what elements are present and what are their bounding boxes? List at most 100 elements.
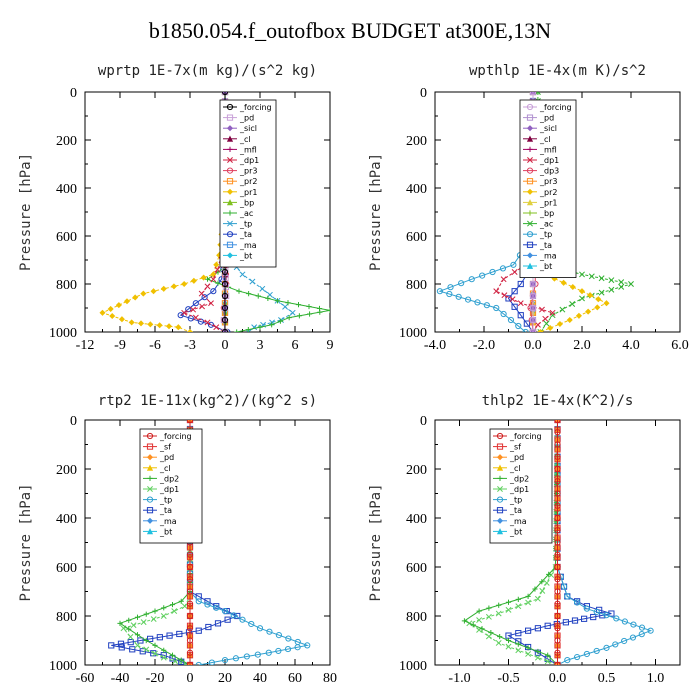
legend-label: _tp (239, 220, 252, 229)
data-point (455, 293, 462, 300)
y-tick-label: 1000 (399, 326, 427, 341)
data-point (554, 465, 561, 473)
data-point (603, 612, 610, 619)
legend-marker (146, 507, 154, 514)
data-point (500, 310, 507, 318)
data-point (221, 608, 229, 615)
data-point (569, 301, 576, 307)
y-axis-label: Pressure [hPa] (18, 153, 34, 271)
series-tp (554, 420, 654, 665)
data-point (594, 304, 601, 311)
data-point (137, 320, 145, 327)
data-point (546, 571, 552, 577)
series-line (557, 420, 653, 665)
data-point (554, 649, 561, 656)
data-point (239, 271, 246, 278)
data-point (564, 657, 571, 664)
x-tick-label: 0 (222, 338, 229, 353)
data-point (535, 648, 541, 655)
legend-marker (527, 210, 533, 216)
data-point (192, 314, 199, 321)
data-point (249, 278, 256, 285)
data-point (210, 276, 217, 283)
legend-marker (497, 475, 503, 481)
data-point (186, 637, 194, 644)
data-point (215, 280, 221, 286)
legend-marker (496, 443, 504, 450)
data-point (621, 618, 628, 625)
x-tick-label: 9 (327, 338, 334, 353)
data-point (554, 625, 561, 632)
legend-marker (146, 528, 154, 535)
data-point (177, 312, 184, 319)
data-point (630, 621, 637, 628)
legend-marker (226, 241, 234, 248)
data-point (529, 280, 537, 288)
data-point (190, 277, 197, 284)
legend-label: _bt (539, 262, 552, 271)
y-tick-label: 400 (56, 512, 77, 527)
data-point (517, 312, 524, 319)
panel-title: thlp2 1E-4x(K^2)/s (482, 393, 634, 409)
legend-label: _cl (509, 464, 521, 473)
legend-label: _cl (539, 135, 551, 144)
data-point (593, 608, 600, 616)
data-point (289, 309, 296, 316)
x-tick-label: -3 (184, 338, 196, 353)
data-point (539, 587, 546, 594)
x-tick-label: 0.0 (549, 671, 567, 686)
legend-marker (146, 496, 154, 503)
legend-label: _pr1 (539, 198, 557, 207)
legend-marker (146, 443, 154, 450)
y-axis-label: Pressure [hPa] (18, 483, 34, 601)
data-point (221, 657, 229, 664)
data-point (139, 648, 146, 655)
data-point (560, 583, 568, 590)
data-point (221, 280, 229, 288)
plot-area (99, 92, 330, 332)
data-point (534, 625, 542, 632)
data-point (554, 551, 561, 558)
y-tick-label: 600 (56, 561, 77, 576)
data-point (547, 324, 554, 332)
legend-marker (226, 125, 234, 132)
data-point (525, 593, 531, 599)
legend-label: _dp1 (539, 156, 559, 165)
legend-marker (497, 486, 503, 492)
data-point (128, 319, 135, 326)
data-point (495, 610, 502, 617)
data-point (222, 283, 229, 291)
y-tick-label: 400 (406, 182, 427, 197)
data-point (118, 644, 125, 651)
data-point (489, 268, 496, 276)
data-point (571, 617, 579, 624)
data-point (199, 303, 206, 310)
x-tick-label: -1.0 (448, 671, 470, 686)
legend-marker (226, 199, 234, 206)
data-point (259, 285, 266, 292)
data-point (517, 280, 524, 288)
y-tick-label: 200 (56, 463, 77, 478)
data-point (539, 306, 545, 313)
series-pr1 (99, 92, 229, 332)
x-tick-label: 0 (187, 671, 194, 686)
data-point (294, 644, 301, 651)
data-point (306, 311, 313, 317)
data-point (569, 283, 576, 291)
data-point (192, 300, 199, 307)
data-point (515, 322, 522, 330)
data-point (186, 328, 194, 332)
legend-label: _sicl (539, 124, 557, 133)
data-point (132, 294, 139, 301)
y-tick-label: 800 (56, 610, 77, 625)
data-point (612, 641, 619, 648)
data-point (204, 601, 211, 608)
data-point (629, 634, 637, 641)
chart-rtp2: rtp2 1E-11x(kg^2)/(kg^2 s) Pressure [hPa]… (18, 393, 337, 686)
data-point (485, 613, 492, 620)
y-tick-label: 0 (420, 414, 427, 429)
data-point (479, 272, 486, 279)
data-point (130, 622, 137, 629)
legend-label: _pr2 (239, 177, 257, 186)
data-point (186, 612, 194, 620)
